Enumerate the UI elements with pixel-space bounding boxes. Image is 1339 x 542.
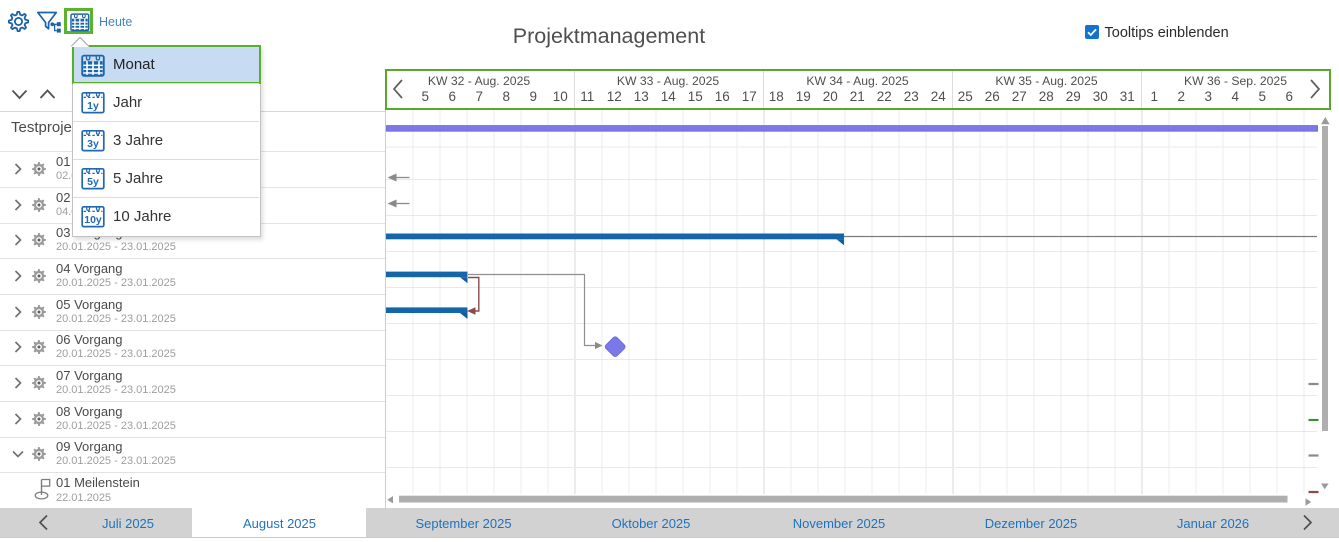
svg-text:5y: 5y [87,176,99,188]
svg-text:3y: 3y [87,138,99,150]
svg-text:10y: 10y [84,214,102,226]
svg-text:1y: 1y [87,100,99,112]
